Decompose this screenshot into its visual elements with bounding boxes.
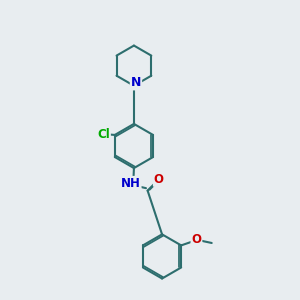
Text: O: O [191, 233, 201, 246]
Text: NH: NH [121, 177, 141, 190]
Text: N: N [131, 76, 141, 89]
Text: Cl: Cl [97, 128, 110, 141]
Text: O: O [154, 173, 164, 186]
